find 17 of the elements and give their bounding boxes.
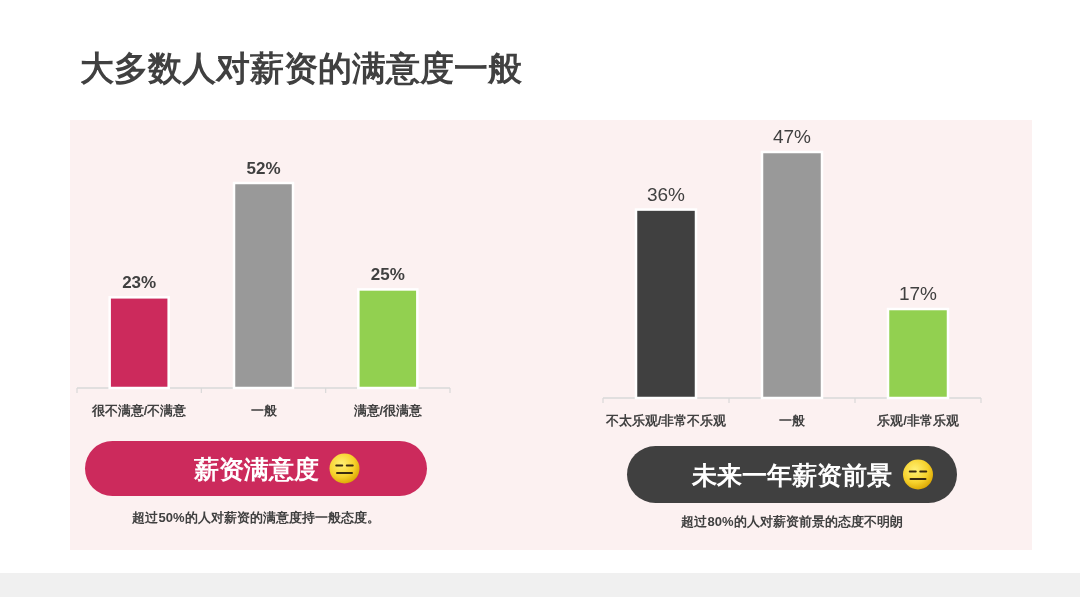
text: 未来一年薪资前景 <box>691 460 892 489</box>
x-tick-label: 满意/很满意 <box>352 403 424 418</box>
x-tick-label: 不太乐观/非常不乐观 <box>604 413 728 428</box>
data-label: 47% <box>772 126 812 147</box>
x-tick-label: 一般 <box>250 403 278 418</box>
text: 超过80%的人对薪资前景的态度不明朗 <box>680 514 903 529</box>
data-label: 23% <box>122 273 157 293</box>
data-label: 17% <box>898 283 938 305</box>
x-tick-label: 很不满意/不满意 <box>90 403 188 418</box>
text: 薪资满意度 <box>192 454 319 483</box>
text: 超过50%的人对薪资的满意度持一般态度。 <box>131 510 380 525</box>
chart-title: 大多数人对薪资的满意度一般 <box>80 49 523 87</box>
data-label: 52% <box>246 159 281 178</box>
data-label: 36% <box>646 183 686 205</box>
x-tick-label: 乐观/非常乐观 <box>876 413 960 428</box>
x-tick-label: 一般 <box>779 413 806 428</box>
data-label: 25% <box>370 265 405 285</box>
